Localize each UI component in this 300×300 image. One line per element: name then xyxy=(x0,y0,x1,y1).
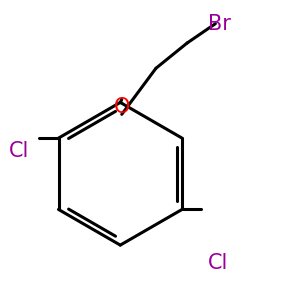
Text: Cl: Cl xyxy=(9,142,30,161)
Text: Br: Br xyxy=(208,14,231,34)
Text: O: O xyxy=(114,97,130,117)
Text: Cl: Cl xyxy=(208,253,228,273)
